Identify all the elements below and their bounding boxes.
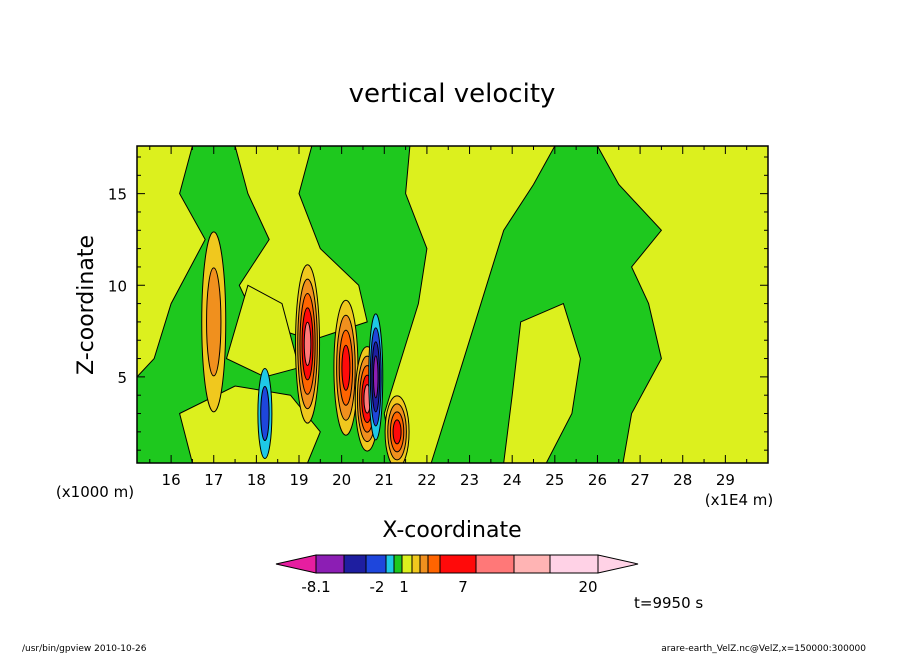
weak-updraft-region [225, 284, 300, 378]
y-axis-unit: (x1000 m) [56, 483, 134, 501]
x-tick-label: 25 [545, 471, 564, 489]
velocity-field [137, 146, 768, 463]
colorbar-arrow-left [275, 554, 317, 574]
weak-updraft-region [137, 146, 206, 378]
velocity-contour [372, 355, 379, 399]
x-tick-label: 28 [673, 471, 692, 489]
colorbar-label: -2 [370, 578, 385, 596]
y-tick-label: 10 [108, 277, 127, 295]
colorbar-label: 1 [399, 578, 409, 596]
colorbar-swatch [513, 554, 551, 574]
colorbar-swatch [439, 554, 477, 574]
colorbar-swatch [315, 554, 345, 574]
colorbar-swatch [343, 554, 367, 574]
y-axis-ticks: 5 10 15 [108, 156, 768, 451]
velocity-contour [206, 267, 222, 377]
colorbar-labels: -8.1 -2 1 7 20 [301, 578, 597, 596]
colorbar-swatch [411, 554, 421, 574]
colorbar-swatch [401, 554, 413, 574]
y-tick-label: 5 [117, 369, 127, 387]
colorbar-label: 20 [578, 578, 597, 596]
footer-right: arare-earth_VelZ.nc@VelZ,x=150000:300000 [661, 644, 866, 654]
colorbar-swatch [393, 554, 403, 574]
footer-left: /usr/bin/gpview 2010-10-26 [22, 644, 147, 654]
colorbar-label: 7 [458, 578, 468, 596]
x-tick-label: 24 [503, 471, 522, 489]
x-tick-label: 17 [204, 471, 223, 489]
velocity-contour [260, 386, 270, 442]
y-axis-label: Z-coordinate [74, 235, 99, 375]
x-axis-ticks: 16 17 18 19 20 21 22 23 24 25 26 27 28 29 [149, 146, 748, 489]
colorbar-swatch [419, 554, 429, 574]
colorbar-swatch [475, 554, 515, 574]
x-tick-label: 23 [460, 471, 479, 489]
colorbar [275, 554, 639, 574]
x-tick-label: 19 [289, 471, 308, 489]
chart-title: vertical velocity [349, 79, 556, 109]
velocity-contour [341, 344, 351, 391]
x-tick-label: 18 [247, 471, 266, 489]
x-axis-label: X-coordinate [382, 518, 521, 543]
colorbar-swatch [427, 554, 441, 574]
colorbar-swatch [365, 554, 387, 574]
x-tick-label: 16 [162, 471, 181, 489]
weak-updraft-region [596, 146, 768, 463]
x-tick-label: 21 [375, 471, 394, 489]
x-tick-label: 22 [417, 471, 436, 489]
time-label: t=9950 s [634, 594, 703, 612]
x-tick-label: 20 [332, 471, 351, 489]
weak-updraft-region [503, 302, 581, 463]
colorbar-label: -8.1 [301, 578, 330, 596]
x-tick-label: 27 [631, 471, 650, 489]
y-tick-label: 15 [108, 186, 127, 204]
colorbar-arrow-right [597, 554, 639, 574]
x-tick-label: 26 [588, 471, 607, 489]
colorbar-swatch [385, 554, 395, 574]
x-tick-label: 29 [716, 471, 735, 489]
weak-updraft-region [383, 146, 556, 463]
colorbar-swatch [549, 554, 599, 574]
velocity-contour [303, 321, 312, 366]
velocity-cells [201, 231, 410, 463]
x-axis-unit: (x1E4 m) [705, 491, 774, 509]
plot-frame [136, 145, 769, 464]
velocity-contour [392, 419, 402, 445]
